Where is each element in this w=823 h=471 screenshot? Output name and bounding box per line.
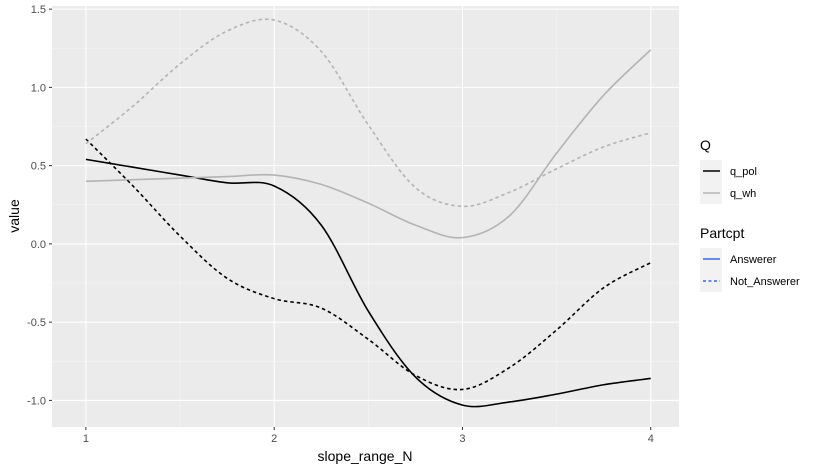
series-line-q-wh-answerer [85,49,652,239]
y-tick-label: 1.0 [31,82,46,94]
series-lines [85,18,652,408]
legend: Qq_pol q_wh Partcpt Answerer Not_Answerer [700,137,800,292]
legend-title: Partcpt [700,225,744,241]
x-axis-title: slope_range_N [318,448,413,464]
series-line-q-wh-not-answerer [85,18,651,208]
legend-label: q_wh [730,188,756,200]
x-tick-label: 3 [459,433,465,445]
series-line-q-pol-not-answerer [85,138,652,391]
y-tick-label: 1.5 [31,4,46,16]
y-tick-label: 0.0 [31,239,46,251]
legend-label: q_pol [730,166,757,178]
x-tick-label: 2 [271,433,277,445]
legend-label: Not_Answerer [730,276,800,288]
major-gridlines [52,6,679,427]
minor-gridlines [52,6,679,427]
y-tick-label: 0.5 [31,161,46,173]
y-axis-ticks: -1.0 -0.5 0.0 0.5 1.0 1.5 [27,4,52,407]
series-line-q-pol-answerer [85,158,651,408]
plot-panel [52,6,679,427]
x-tick-label: 4 [648,433,654,445]
y-tick-label: -0.5 [27,317,46,329]
x-tick-label: 1 [83,433,89,445]
legend-title: Q [700,137,711,153]
x-axis-ticks: 1 2 3 4 [83,427,654,445]
y-tick-label: -1.0 [27,395,46,407]
y-axis-title: value [6,199,22,233]
legend-label: Answerer [730,254,777,266]
